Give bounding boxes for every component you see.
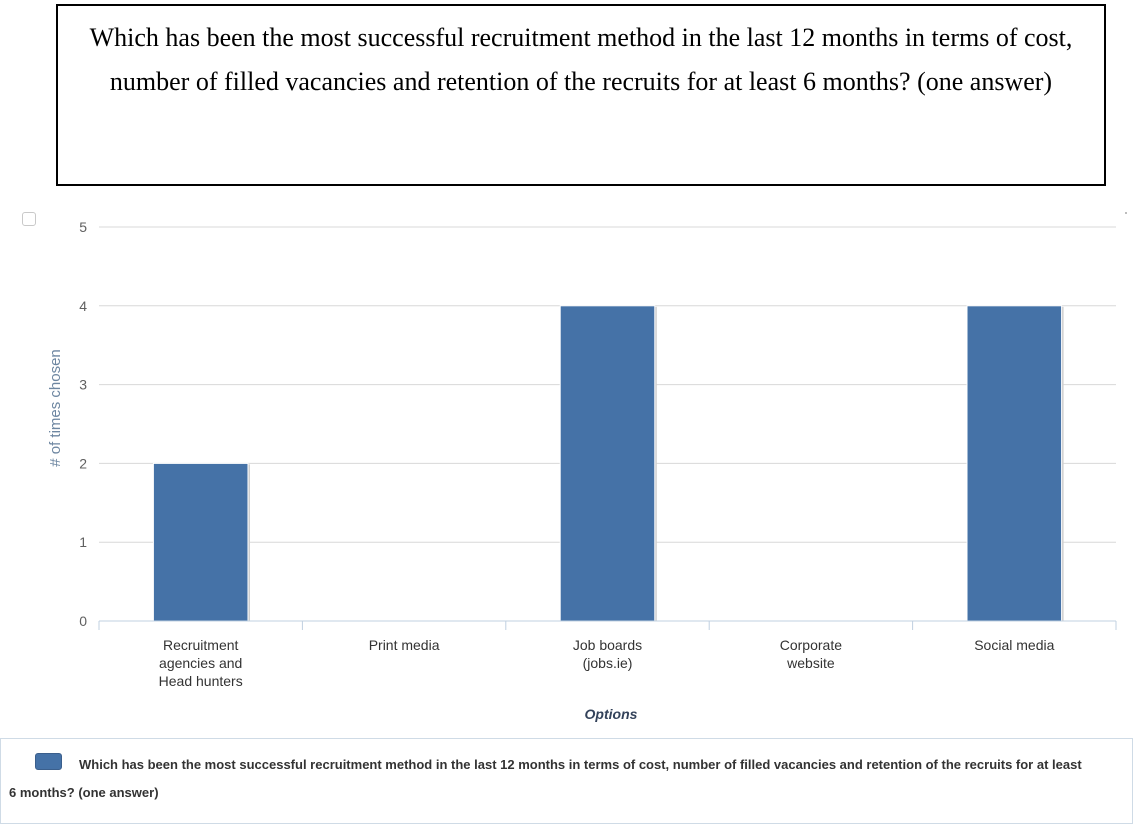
corner-mark (1125, 212, 1127, 214)
question-text: Which has been the most successful recru… (89, 23, 1073, 96)
y-axis-title: # of times chosen (47, 349, 64, 467)
x-tick-label: Job boards (jobs.ie) (572, 637, 643, 671)
x-tick-label: Corporate website (779, 637, 843, 671)
export-checkbox[interactable] (22, 212, 36, 226)
x-tick-label: Print media (368, 637, 440, 653)
bar[interactable] (152, 462, 249, 622)
y-tick-label: 4 (79, 298, 87, 314)
y-axis-ticks: 0 1 2 3 4 5 (79, 219, 87, 629)
x-tick-label: Social media (974, 637, 1055, 653)
x-axis-tickmarks (98, 621, 1117, 630)
y-tick-label: 1 (79, 534, 87, 550)
legend-swatch[interactable] (35, 753, 62, 770)
y-tick-label: 0 (79, 613, 87, 629)
y-tick-label: 5 (79, 219, 87, 235)
y-tick-label: 3 (79, 377, 87, 393)
legend: Which has been the most successful recru… (0, 738, 1133, 824)
legend-label[interactable]: Which has been the most successful recru… (9, 757, 1082, 800)
bar-chart: 0 1 2 3 4 5 # of times chosen Options (47, 219, 1117, 722)
x-tick-label: Recruitment agencies and Head hunters (158, 637, 243, 689)
x-axis-title: Options (585, 706, 638, 722)
bar[interactable] (966, 305, 1063, 622)
bar[interactable] (559, 305, 656, 622)
question-box: Which has been the most successful recru… (56, 4, 1106, 186)
y-tick-label: 2 (79, 455, 87, 471)
